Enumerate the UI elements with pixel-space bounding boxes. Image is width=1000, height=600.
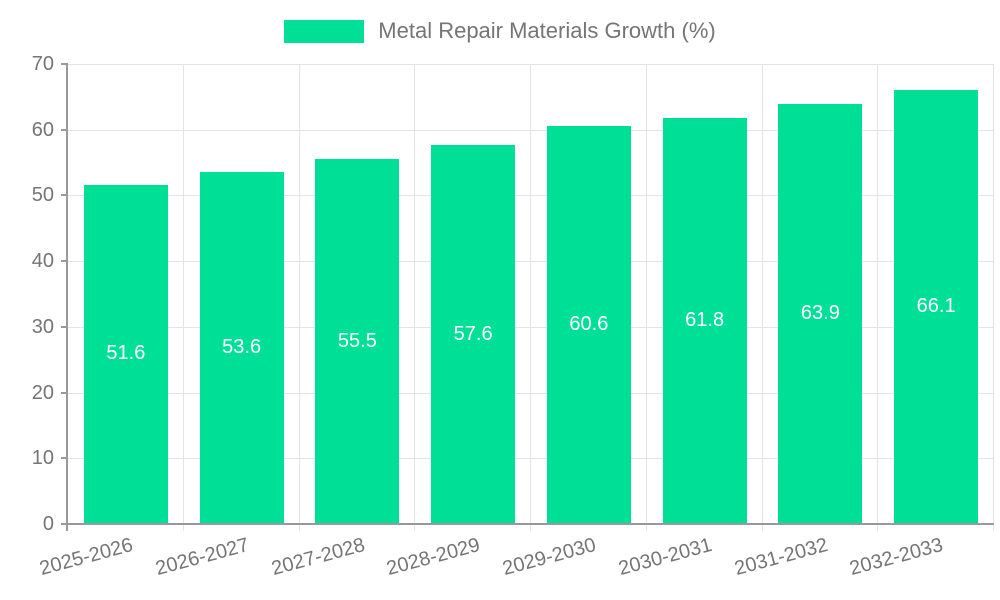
x-axis-tick — [298, 524, 300, 531]
y-axis-label: 40 — [31, 250, 54, 273]
gridline-y — [68, 195, 994, 197]
x-axis-tick — [530, 524, 531, 531]
gridline-y — [68, 129, 994, 131]
bar[interactable]: 51.6 — [83, 184, 168, 524]
y-axis-label: 60 — [31, 118, 54, 141]
x-axis-label: 2032-2033 — [847, 534, 946, 581]
y-axis-label: 10 — [31, 447, 54, 470]
y-axis-tick — [61, 457, 68, 460]
gridline-x — [761, 64, 763, 524]
x-axis-tick — [877, 524, 879, 531]
gridline-x — [645, 64, 647, 524]
gridline-x — [182, 64, 184, 524]
bar-value-label: 61.8 — [685, 308, 725, 331]
bar[interactable]: 53.6 — [199, 171, 284, 524]
y-axis-tick — [61, 523, 68, 525]
y-axis-tick — [61, 128, 68, 131]
gridline-y — [68, 458, 994, 460]
bar-value-label: 53.6 — [222, 335, 262, 358]
x-axis-label: 2028-2029 — [384, 534, 483, 581]
x-axis-label: 2030-2031 — [616, 534, 715, 581]
x-axis-tick — [414, 524, 416, 531]
gridline-y — [68, 392, 994, 394]
gridline-y — [68, 64, 994, 65]
x-axis-tick — [761, 524, 763, 531]
gridline-y — [68, 261, 994, 263]
legend[interactable]: Metal Repair Materials Growth (%) — [0, 18, 1000, 44]
gridline-x — [298, 64, 300, 524]
y-axis-label: 30 — [31, 315, 54, 338]
y-axis-label: 70 — [31, 53, 54, 75]
bar-value-label: 66.1 — [916, 294, 956, 317]
x-axis-tick — [993, 524, 994, 531]
bar[interactable]: 61.8 — [662, 117, 747, 524]
x-axis-label: 2027-2028 — [268, 534, 368, 581]
y-axis-label: 20 — [31, 381, 54, 404]
legend-swatch — [284, 19, 365, 43]
x-axis-tick — [182, 524, 184, 531]
gridline-x — [530, 64, 531, 524]
plot-area: 0 10 20 30 40 50 60 70 51.6 53.6 55.5 57.6 60.6 61.8 6… — [32, 54, 994, 580]
bar-value-label: 51.6 — [106, 342, 146, 365]
y-axis-tick — [61, 260, 68, 263]
y-axis-label: 0 — [42, 513, 54, 535]
x-axis-label: 2029-2030 — [500, 534, 599, 581]
bar[interactable]: 63.9 — [778, 104, 863, 524]
x-axis-label: 2026-2027 — [153, 534, 252, 581]
y-axis-tick — [61, 63, 68, 65]
y-axis-label: 50 — [31, 184, 54, 207]
bar[interactable]: 60.6 — [546, 125, 631, 524]
bar[interactable]: 57.6 — [431, 145, 516, 524]
gridline-x — [414, 64, 416, 524]
gridline-x — [993, 64, 994, 524]
legend-label: Metal Repair Materials Growth (%) — [378, 18, 716, 43]
y-axis-tick — [61, 391, 68, 394]
bar-value-label: 60.6 — [569, 312, 609, 335]
y-axis-tick — [61, 194, 68, 197]
gridline-y — [68, 326, 994, 328]
x-axis-label: 2031-2032 — [731, 534, 831, 581]
bar[interactable]: 55.5 — [315, 159, 400, 524]
bar[interactable]: 66.1 — [894, 89, 979, 524]
x-axis-tick — [645, 524, 647, 531]
bar-value-label: 57.6 — [453, 322, 493, 345]
gridline-x — [877, 64, 879, 524]
x-axis-label: 2025-2026 — [37, 534, 136, 581]
y-axis-tick — [61, 325, 68, 328]
bar-value-label: 63.9 — [800, 302, 840, 325]
bar-value-label: 55.5 — [337, 329, 377, 352]
x-axis-line — [66, 523, 994, 525]
y-axis-line — [66, 64, 68, 531]
